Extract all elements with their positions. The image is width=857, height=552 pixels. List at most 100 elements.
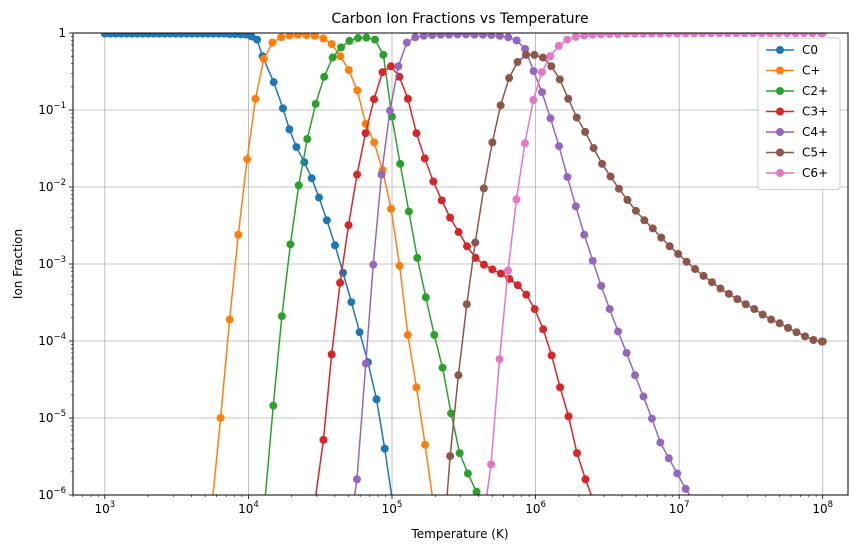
data-point [479,260,488,269]
legend-marker [776,87,784,95]
data-point [361,359,370,368]
data-point [691,265,700,274]
data-point [546,114,555,123]
data-point [564,94,573,103]
x-axis-label: Temperature (K) [410,527,508,541]
y-axis: 10−6 10−5 10−4 10−3 10−2 10−1 1 [38,26,73,502]
data-point [292,143,301,152]
data-point [512,36,521,45]
data-point [673,33,682,38]
data-point [447,409,456,418]
data-point [504,266,513,275]
data-point [537,68,546,77]
data-point [605,33,614,39]
data-point [554,142,563,151]
data-point [664,33,673,38]
y-tick-label: 10−6 [38,486,66,502]
y-tick-label: 10−2 [38,178,66,194]
data-point [741,300,750,309]
data-point [421,440,430,449]
legend-item: C2+ [766,84,828,98]
data-point [488,265,497,274]
data-point [377,170,386,179]
data-point [355,328,364,337]
data-point [639,392,648,401]
data-point [699,271,708,280]
legend-label: C5+ [802,146,828,160]
data-point [421,293,430,302]
data-point [588,33,597,39]
data-point [278,104,287,113]
data-point [496,269,505,278]
data-point [758,310,767,319]
data-point [344,221,353,230]
data-point [495,33,504,40]
data-point [529,67,538,76]
data-point [386,62,395,71]
data-point [437,196,446,205]
data-point [707,278,716,287]
data-point [623,195,632,204]
data-point [339,268,348,277]
legend-item: C5+ [766,146,828,160]
legend-item: C4+ [766,125,828,139]
data-point [522,50,531,59]
legend-item: C0 [766,43,818,57]
data-point [538,88,547,97]
data-point [307,174,316,183]
data-point [387,204,396,213]
data-point [521,44,530,53]
data-point [563,172,572,181]
data-point [380,444,389,453]
data-point [395,261,404,270]
data-point [472,487,481,495]
data-point [370,35,379,44]
data-point [520,139,529,148]
data-point [446,213,455,222]
data-point [331,241,340,250]
data-point [471,238,480,247]
data-point [750,305,759,314]
data-point [436,33,445,39]
data-point [681,33,690,38]
data-point [740,33,749,38]
data-point [648,224,657,233]
legend-label: C6+ [802,166,828,180]
data-point [285,125,294,134]
data-point [800,332,809,341]
data-point [253,35,262,44]
data-point [539,325,548,334]
data-point [369,95,378,104]
data-point [336,52,345,61]
data-point [378,68,387,77]
series-C2+ [264,33,481,495]
data-point [783,33,792,38]
data-point [809,336,818,345]
data-point [413,253,422,262]
data-point [314,193,323,202]
data-point [337,43,346,52]
data-point [285,33,294,40]
data-point [589,144,598,153]
data-point [463,242,472,251]
legend-label: C0 [802,43,818,57]
data-point [597,33,606,39]
data-point [362,33,371,42]
data-point [572,113,581,122]
legend-label: C+ [802,64,820,78]
data-point [354,34,363,43]
data-point [402,38,411,47]
data-point [622,33,631,38]
data-point [522,290,531,299]
data-point [487,33,496,40]
data-point [327,350,336,359]
data-point [320,72,329,81]
data-point [286,240,295,249]
data-point [706,33,715,38]
data-point [277,33,286,42]
data-point [580,33,589,40]
data-point [277,312,286,321]
data-point [588,256,597,265]
data-point [554,41,563,50]
data-point [530,50,539,59]
